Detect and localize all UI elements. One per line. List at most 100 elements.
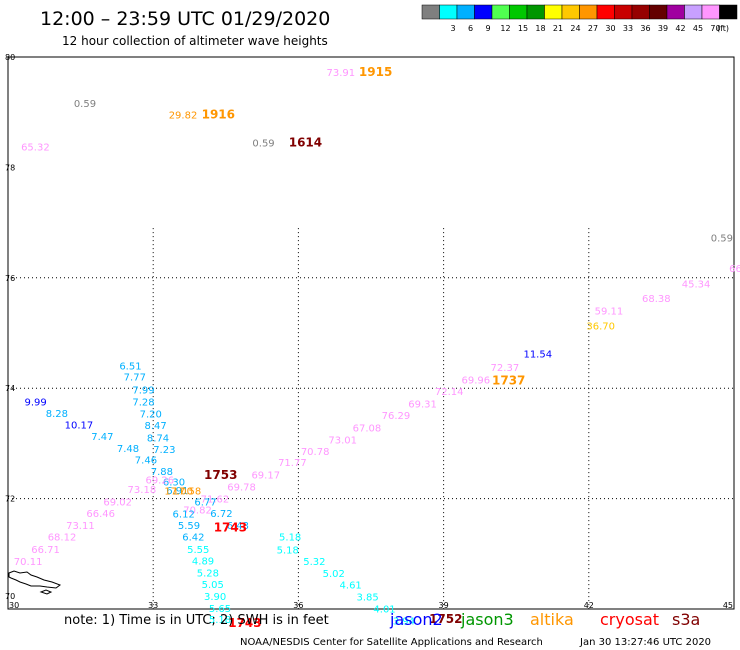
pass-time-label: 1614 [289, 136, 322, 150]
wave-height-label: 5.28 [197, 569, 219, 580]
wave-height-label: 6.72 [210, 509, 232, 520]
legend-swatch [561, 4, 580, 20]
satellite-s3a: s3a [672, 610, 700, 629]
wave-height-label: 36.70 [586, 321, 615, 332]
legend-label: 18 [535, 24, 545, 33]
lon-tick-label: 30 [9, 601, 19, 610]
legend-swatch [509, 4, 528, 20]
legend-label: 15 [518, 24, 528, 33]
legend-label: 27 [588, 24, 598, 33]
lat-tick-label: 72 [5, 495, 15, 504]
wave-height-label: 66 [729, 264, 740, 275]
lat-tick-label: 80 [5, 53, 15, 62]
wave-height-label: 69.17 [251, 470, 280, 481]
wave-height-label: 69.26 [145, 475, 174, 486]
legend-swatch [614, 4, 633, 20]
wave-height-label: 68.12 [48, 533, 77, 544]
legend-swatch [596, 4, 615, 20]
satellite-altika: altika [530, 610, 574, 629]
wave-height-label: 5.18 [279, 533, 301, 544]
legend-swatch [649, 4, 668, 20]
pass-time-label: 1737 [492, 373, 525, 387]
wave-height-label: 7.46 [135, 455, 157, 466]
wave-height-label: 71.77 [278, 458, 307, 469]
lat-tick-label: 76 [5, 274, 15, 283]
legend-swatch [526, 4, 545, 20]
wave-height-label: 7.99 [132, 385, 154, 396]
wave-height-label: 76.29 [382, 411, 411, 422]
lat-tick-label: 78 [5, 163, 15, 172]
legend-swatch [439, 4, 458, 20]
wave-height-label: 3.85 [356, 592, 378, 603]
legend-swatch [579, 4, 598, 20]
legend-label: 45 [693, 24, 703, 33]
wave-height-label: 5.32 [303, 557, 325, 568]
timestamp: Jan 30 13:27:46 UTC 2020 [579, 637, 711, 648]
wave-height-label: 72.14 [435, 387, 464, 398]
wave-height-label: 4.61 [340, 581, 362, 592]
wave-height-label: 10.17 [65, 421, 94, 432]
header: 12:00 – 23:59 UTC 01/29/2020 12 hour col… [40, 8, 330, 48]
legend-swatch [421, 4, 440, 20]
wave-height-label: 6.30 [163, 477, 185, 488]
wave-height-label: 11.54 [523, 349, 552, 360]
pass-time-label: 1743 [214, 520, 247, 534]
wave-height-label: 7.28 [132, 397, 154, 408]
wave-height-label: 73.11 [66, 521, 95, 532]
wave-height-label: 73.18 [128, 485, 157, 496]
wave-height-label: 5.18 [209, 615, 231, 626]
legend-swatch [631, 4, 650, 20]
pass-time-label: 1916 [202, 107, 235, 121]
wave-height-label: 17.00 [164, 486, 193, 497]
pass-time-label: 1743 [228, 616, 261, 630]
wave-height-label: 7.23 [153, 445, 175, 456]
lon-tick-label: 45 [723, 601, 733, 610]
satellite-jason2: jason2 [389, 610, 443, 629]
satellite-cryosat: cryosat [600, 610, 659, 629]
wave-height-label: 8.47 [144, 421, 166, 432]
wave-height-label: 68.38 [642, 294, 671, 305]
legend-label: 21 [553, 24, 563, 33]
wave-height-label: 70.11 [14, 557, 43, 568]
wave-height-label: 71.62 [201, 495, 230, 506]
wave-height-label: 0.59 [252, 139, 274, 150]
wave-height-label: 66.46 [86, 509, 115, 520]
legend-label: 3 [450, 24, 455, 33]
legend-label: 33 [623, 24, 633, 33]
wave-height-label: 4.89 [192, 556, 214, 567]
wave-height-label: 69.78 [227, 482, 256, 493]
wave-height-label: 29.82 [169, 110, 198, 121]
legend-swatch [544, 4, 563, 20]
legend-swatch [701, 4, 720, 20]
island-icon [39, 589, 53, 595]
wave-height-label: 6.77 [194, 497, 216, 508]
wave-height-label: 66.71 [31, 545, 60, 556]
wave-height-label: 5.02 [323, 569, 345, 580]
credit-line: NOAA/NESDIS Center for Satellite Applica… [240, 637, 543, 648]
wave-height-label: 0.59 [74, 99, 96, 110]
pass-time-label: 1753 [204, 468, 237, 482]
page-subtitle: 12 hour collection of altimeter wave hei… [62, 34, 328, 48]
wave-height-label: 17.58 [173, 486, 202, 497]
legend-label: 36 [640, 24, 650, 33]
wave-height-label: 5.59 [178, 521, 200, 532]
wave-height-label: 6.43 [227, 521, 249, 532]
wave-height-label: 3.94 [393, 617, 415, 628]
wave-height-label: 7.47 [91, 432, 113, 443]
wave-height-label: 7.88 [151, 467, 173, 478]
wave-height-label: 7.48 [117, 444, 139, 455]
legend-label: 12 [500, 24, 510, 33]
wave-height-label: 65.32 [21, 142, 50, 153]
wave-height-label: 70.82 [183, 506, 212, 517]
lat-tick-label: 74 [5, 384, 15, 393]
pass-time-label: 1915 [359, 65, 392, 79]
footer: note: 1) Time is in UTC; 2) SWH is in fe… [64, 610, 711, 648]
wave-height-label: 70.78 [301, 447, 330, 458]
wave-height-label: 9.99 [24, 397, 46, 408]
legend-label: 70 [710, 24, 720, 33]
graticule [8, 228, 734, 609]
wave-height-label: 6.42 [182, 533, 204, 544]
wave-height-label: 69.96 [462, 375, 491, 386]
satellite-jason3: jason3 [460, 610, 514, 629]
wave-height-label: 3.90 [204, 592, 226, 603]
